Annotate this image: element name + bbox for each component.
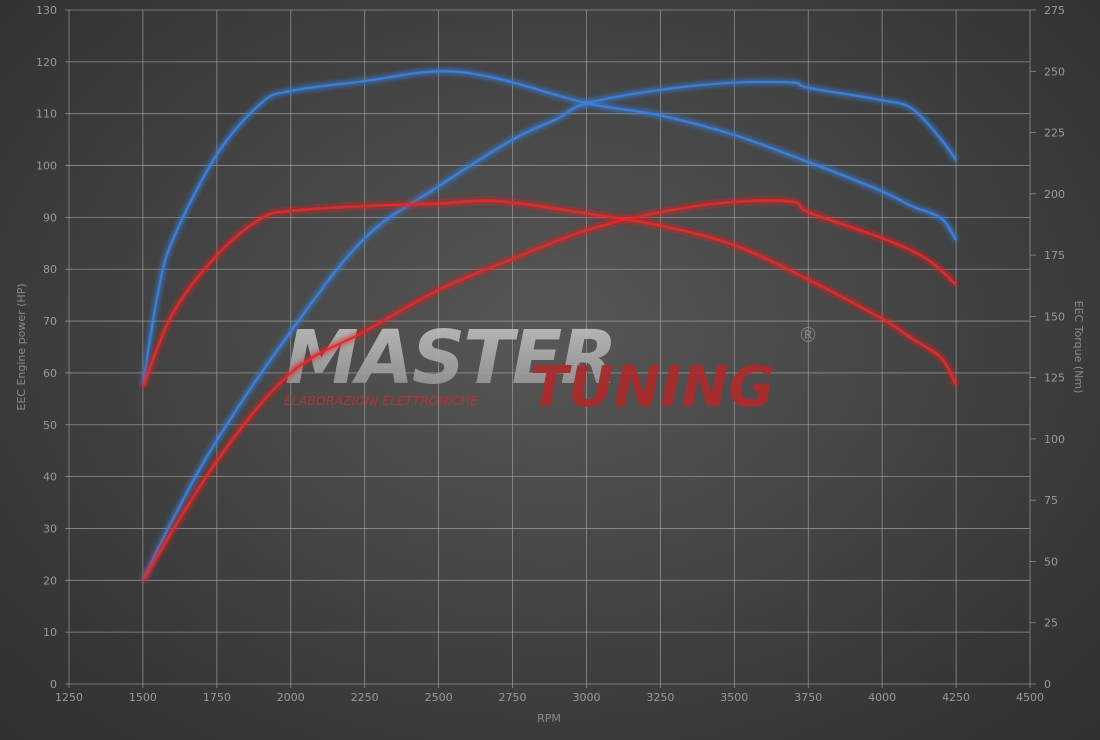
x-tick-label: 3750 [794,691,822,704]
x-tick-label: 2500 [425,691,453,704]
y-tick-label: 110 [36,108,57,121]
x-tick-label: 2750 [499,691,527,704]
y-tick-label: 80 [43,263,57,276]
y2-tick-label: 200 [1044,188,1065,201]
y-tick-label: 130 [36,4,57,17]
x-tick-label: 1750 [203,691,231,704]
y2-tick-label: 50 [1044,555,1058,568]
y-tick-label: 70 [43,315,57,328]
logo-master: MASTER [285,315,615,401]
master-tuning-logo: MASTER TUNING ELABORAZIONI ELETTRONICHE … [284,315,818,420]
x-tick-label: 3250 [646,691,674,704]
x-tick-label: 3500 [720,691,748,704]
x-tick-label: 1250 [55,691,83,704]
y2-tick-label: 125 [1044,372,1065,385]
y-tick-label: 30 [43,522,57,535]
y2-tick-label: 150 [1044,310,1065,323]
y-tick-label: 90 [43,211,57,224]
y-axis-right-label: EEC Torque (Nm) [1072,301,1085,394]
x-axis-label: RPM [537,712,561,725]
y-tick-label: 100 [36,160,57,173]
logo-tuning: TUNING [530,355,774,420]
y-tick-label: 10 [43,626,57,639]
x-tick-label: 4500 [1016,691,1044,704]
y-tick-label: 50 [43,419,57,432]
stock-torque-line [141,199,958,388]
series-lines [141,70,958,581]
y-tick-label: 60 [43,367,57,380]
y-tick-label: 20 [43,574,57,587]
tick-labels: 1250 1500 1750 2000 2250 2500 2750 3000 3250 3500… [36,4,1065,704]
grid [65,9,1036,688]
y2-tick-label: 275 [1044,4,1065,17]
y2-tick-label: 75 [1044,494,1058,507]
logo-tagline: ELABORAZIONI ELETTRONICHE [284,393,478,408]
y2-tick-label: 175 [1044,249,1065,262]
x-tick-label: 2000 [277,691,305,704]
logo-registered: ® [798,323,818,347]
x-tick-label: 3000 [572,691,600,704]
y-tick-label: 40 [43,471,57,484]
y-tick-label: 120 [36,56,57,69]
y2-tick-label: 225 [1044,127,1065,140]
x-tick-label: 1500 [129,691,157,704]
x-tick-label: 4000 [868,691,896,704]
y2-tick-label: 250 [1044,65,1065,78]
x-tick-label: 4250 [942,691,970,704]
y2-tick-label: 25 [1044,617,1058,630]
y2-tick-label: 0 [1044,678,1051,691]
y-tick-label: 0 [50,678,57,691]
x-tick-label: 2250 [351,691,379,704]
y-axis-left-label: EEC Engine power (HP) [15,283,28,410]
y2-tick-label: 100 [1044,433,1065,446]
